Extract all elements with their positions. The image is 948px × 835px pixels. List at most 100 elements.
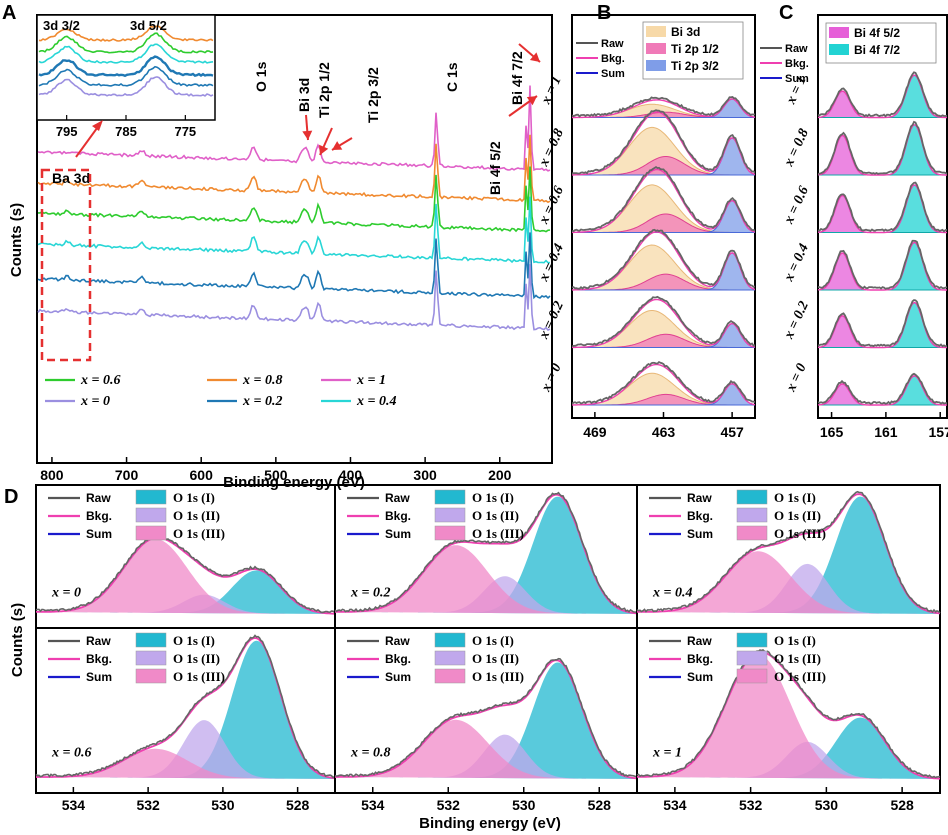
ba-3d-arrow (75, 123, 101, 158)
legend-line-label-1: Bkg. (601, 53, 625, 65)
o1s-xtick: 534 (663, 797, 687, 813)
o1s-legend-fill-label-0-1: O 1s (II) (173, 508, 220, 523)
raw-line-2 (818, 181, 947, 233)
inset-line-0 (38, 25, 214, 42)
legend-fill-swatch-1 (829, 44, 849, 55)
row-label-2: x = 0.6 (781, 184, 812, 227)
o1s-legend-fill-4-2 (434, 668, 466, 684)
peak-label-3: Ti 2p 3/2 (365, 67, 381, 123)
panel-b: x = 1x = 0.8x = 0.6x = 0.4x = 0.2x = 0 R… (536, 14, 756, 440)
survey-line-0 (37, 85, 551, 172)
panel-a-ylabel: Counts (s) (8, 203, 25, 277)
peak-label-5: Bi 4f 5/2 (487, 141, 503, 195)
o1s-raw-4 (334, 657, 637, 778)
peak-arrowhead-3 (529, 52, 540, 62)
panel-c-frame (817, 14, 948, 419)
legend-fill-label-0: Bi 4f 5/2 (854, 26, 900, 40)
o1s-sample-label-2: x = 0.4 (652, 586, 692, 601)
o1s-legend-line-label-0-0: Raw (86, 491, 111, 505)
legend-label-3: x = 0 (80, 394, 110, 409)
panel-c-letter: C (779, 2, 793, 24)
raw-line-5 (818, 372, 947, 406)
legend-fill-swatch-2 (646, 60, 666, 71)
legend-fill-swatch-0 (829, 27, 849, 38)
o1s-legend-line-label-5-2: Sum (687, 670, 713, 684)
ba-3d-arrowhead (92, 120, 103, 131)
o1s-legend-fill-4-0 (434, 632, 466, 648)
o1s-legend-fill-label-1-0: O 1s (I) (472, 490, 514, 505)
raw-line-1 (818, 120, 947, 175)
panel-a-xtick: 800 (40, 467, 64, 483)
panel-a-xtick: 600 (190, 467, 214, 483)
legend-line-label-2: Sum (785, 73, 809, 85)
legend-fill-swatch-0 (646, 26, 666, 37)
panel-d-letter: D (4, 486, 18, 508)
o1s-component-1-2 (335, 545, 637, 614)
xtick-457: 457 (720, 424, 744, 440)
legend-label-4: x = 0.2 (242, 394, 282, 409)
o1s-sample-label-3: x = 0.6 (51, 746, 91, 761)
o1s-raw-0 (35, 534, 335, 614)
legend-line-label-1: Bkg. (785, 58, 809, 70)
peak-arrowhead-1 (319, 144, 329, 155)
legend-line-label-2: Sum (601, 68, 625, 80)
panel-a-xtick: 300 (413, 467, 437, 483)
o1s-legend-line-label-3-1: Bkg. (86, 652, 112, 666)
o1s-legend-fill-label-2-2: O 1s (III) (774, 526, 826, 541)
o1s-legend-fill-label-3-1: O 1s (II) (173, 651, 220, 666)
o1s-component-5-0 (637, 717, 940, 779)
o1s-legend-fill-label-3-2: O 1s (III) (173, 669, 225, 684)
row-label-2: x = 0.6 (536, 184, 567, 227)
o1s-legend-fill-label-2-0: O 1s (I) (774, 490, 816, 505)
peak-label-7: Ba 3d (52, 170, 90, 186)
o1s-legend-fill-label-5-0: O 1s (I) (774, 633, 816, 648)
o1s-subplot-1: Raw Bkg. Sum O 1s (I) O 1s (II) O 1s (III) x =… (334, 484, 638, 629)
o1s-raw-1 (334, 491, 637, 613)
sum-line-0 (818, 74, 947, 119)
o1s-component-2-0 (637, 496, 940, 614)
xtick-165: 165 (820, 424, 844, 440)
o1s-sample-label-4: x = 0.8 (350, 746, 390, 761)
o1s-legend-fill-label-4-0: O 1s (I) (472, 633, 514, 648)
o1s-xtick: 532 (739, 797, 763, 813)
survey-line-5 (37, 264, 551, 331)
o1s-legend-fill-label-4-1: O 1s (II) (472, 651, 519, 666)
o1s-legend-fill-0-2 (135, 525, 167, 541)
o1s-legend-fill-3-0 (135, 632, 167, 648)
panel-a-xtick: 500 (264, 467, 288, 483)
o1s-component-4-0 (335, 662, 637, 779)
o1s-legend-line-label-1-0: Raw (385, 491, 410, 505)
o1s-legend-line-label-0-1: Bkg. (86, 509, 112, 523)
o1s-legend-fill-4-1 (434, 650, 466, 666)
raw-line-3 (818, 239, 947, 290)
legend-fill-label-0: Bi 3d (671, 25, 700, 39)
xtick-157: 157 (929, 424, 948, 440)
o1s-legend-line-label-1-1: Bkg. (385, 509, 411, 523)
o1s-legend-fill-1-2 (434, 525, 466, 541)
peak-label-0: O 1s (253, 61, 269, 92)
o1s-component-2-2 (637, 551, 940, 614)
peak-arrowhead-0 (302, 130, 313, 140)
xtick-469: 469 (583, 424, 607, 440)
o1s-legend-fill-label-2-1: O 1s (II) (774, 508, 821, 523)
o1s-legend-fill-label-1-1: O 1s (II) (472, 508, 519, 523)
panel-d: Raw Bkg. Sum O 1s (I) O 1s (II) O 1s (III) x =… (9, 484, 941, 832)
panel-a-letter: A (2, 2, 16, 24)
o1s-xtick: 532 (437, 797, 461, 813)
o1s-component-3-0 (36, 640, 335, 779)
legend-fill-label-2: Ti 2p 3/2 (671, 59, 719, 73)
o1s-raw-5 (636, 648, 941, 779)
row-label-5: x = 0 (538, 361, 564, 395)
o1s-legend-line-label-2-2: Sum (687, 527, 713, 541)
xtick-463: 463 (652, 424, 676, 440)
o1s-legend-fill-label-1-2: O 1s (III) (472, 526, 524, 541)
inset-label-3d52: 3d 5/2 (130, 18, 167, 33)
legend-fill-label-1: Bi 4f 7/2 (854, 43, 900, 57)
row-label-5: x = 0 (783, 361, 809, 395)
o1s-legend-fill-3-2 (135, 668, 167, 684)
raw-line-5 (572, 361, 755, 405)
o1s-subplot-4: Raw Bkg. Sum O 1s (I) O 1s (II) O 1s (III) x =… (334, 627, 638, 813)
raw-line-4 (818, 299, 947, 348)
row-label-3: x = 0.4 (781, 242, 812, 285)
o1s-component-4-2 (335, 719, 637, 779)
